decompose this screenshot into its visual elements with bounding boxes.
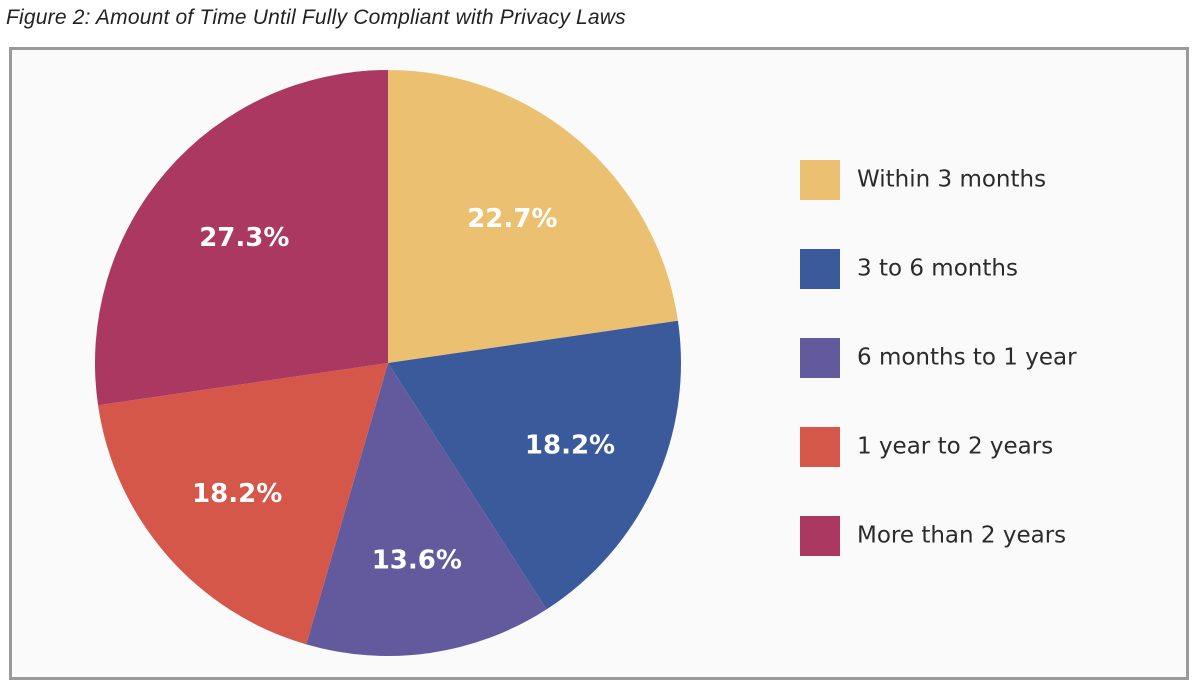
legend-swatch [800, 427, 840, 467]
legend-item-6-months-to-1-year: 6 months to 1 year [800, 338, 1077, 378]
legend-item-more-than-2-years: More than 2 years [800, 516, 1066, 556]
pie-slice-1-year-to-2-years [98, 363, 388, 645]
pie-slice-labels: 22.7% 18.2% 13.6% 18.2% 27.3% [192, 204, 615, 576]
legend-item-within-3-months: Within 3 months [800, 160, 1046, 200]
pie-slices [95, 70, 681, 656]
slice-label-1-year-to-2-years: 18.2% [192, 479, 282, 509]
chart-legend: Within 3 months 3 to 6 months 6 months to … [800, 160, 1077, 556]
legend-item-1-year-to-2-years: 1 year to 2 years [800, 427, 1053, 467]
legend-label: 3 to 6 months [857, 256, 1018, 282]
pie-slice-3-to-6-months [388, 320, 681, 610]
pie-chart: 22.7% 18.2% 13.6% 18.2% 27.3% Within 3 month… [95, 70, 1077, 656]
legend-label: 6 months to 1 year [857, 345, 1077, 371]
legend-swatch [800, 516, 840, 556]
legend-swatch [800, 160, 840, 200]
pie-slice-within-3-months [388, 70, 678, 363]
slice-label-6-months-to-1-year: 13.6% [372, 545, 462, 575]
figure-caption: Figure 2: Amount of Time Until Fully Com… [6, 6, 626, 29]
chart-frame: 22.7% 18.2% 13.6% 18.2% 27.3% Within 3 month… [9, 47, 1189, 680]
legend-swatch [800, 249, 840, 289]
legend-swatch [800, 338, 840, 378]
legend-label: More than 2 years [857, 523, 1066, 549]
slice-label-within-3-months: 22.7% [467, 204, 557, 234]
pie-slice-more-than-2-years [95, 70, 388, 406]
slice-label-more-than-2-years: 27.3% [199, 223, 289, 253]
legend-item-3-to-6-months: 3 to 6 months [800, 249, 1018, 289]
legend-label: 1 year to 2 years [857, 434, 1053, 460]
legend-label: Within 3 months [857, 167, 1046, 193]
pie-slice-6-months-to-1-year [306, 363, 547, 656]
slice-label-3-to-6-months: 18.2% [525, 430, 615, 460]
